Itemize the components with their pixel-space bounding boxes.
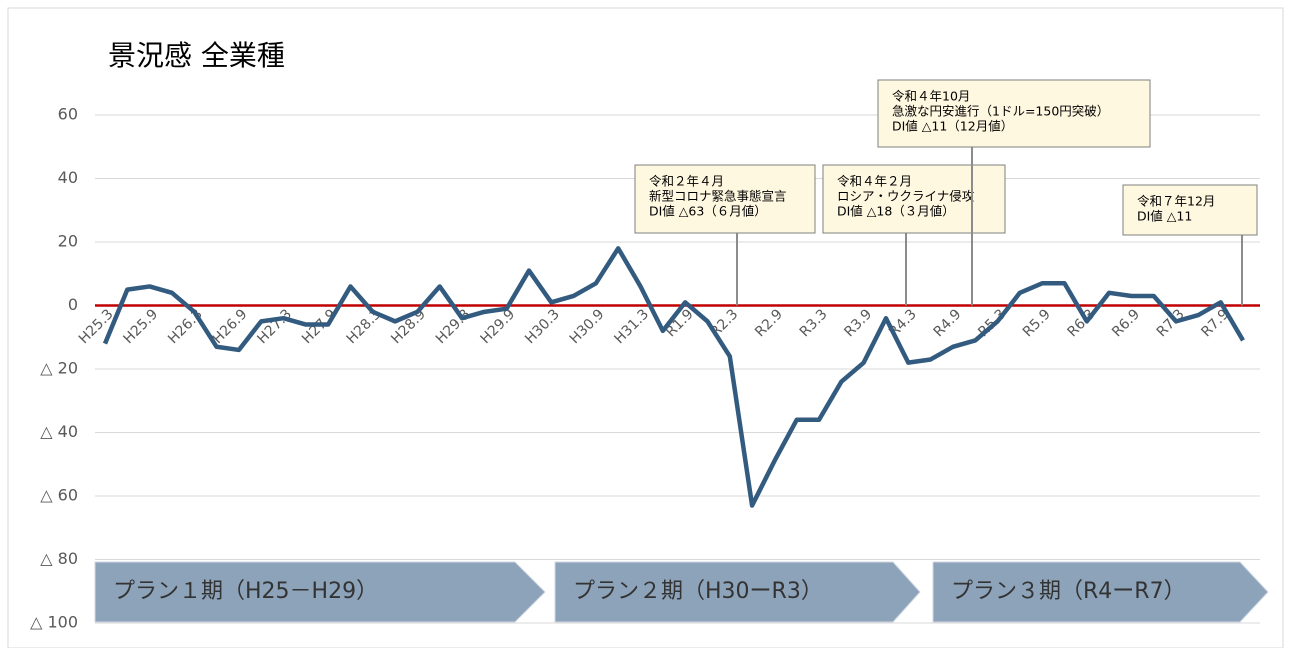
annotation-text: 令和７年12月 (1137, 194, 1215, 209)
annotation-box (634, 164, 816, 234)
annotation-text: 令和２年４月 (649, 174, 724, 189)
annotation-box (822, 164, 1006, 234)
y-tick-label: △ 80 (40, 549, 78, 568)
phase-label: プラン３期（R4ーR7） (951, 579, 1186, 604)
phase-label: プラン１期（H25－H29） (113, 579, 378, 604)
y-tick-label: △ 100 (30, 613, 78, 632)
annotation-box (877, 79, 1151, 148)
y-tick-label: 20 (58, 232, 78, 251)
y-tick-label: △ 20 (40, 359, 78, 378)
y-tick-label: 60 (58, 105, 78, 124)
y-tick-label: △ 60 (40, 486, 78, 505)
annotation-text: DI値 △63（６月値） (649, 204, 767, 219)
annotation-text: 令和４年10月 (892, 89, 970, 104)
annotation-box (1122, 184, 1258, 236)
phase-arrow (554, 561, 921, 623)
chart-title: 景況感 全業種 (108, 39, 285, 72)
annotation-text: ロシア・ウクライナ侵攻 (837, 189, 975, 204)
y-tick-label: △ 40 (40, 422, 78, 441)
y-tick-label: 0 (68, 295, 78, 314)
phase-arrow (94, 561, 546, 623)
annotation-text: DI値 △11 (1137, 209, 1192, 224)
phase-arrow (932, 561, 1269, 623)
annotation-text: 新型コロナ緊急事態宣言 (649, 189, 787, 204)
annotation-text: 急激な円安進行（1ドル=150円突破） (892, 104, 1109, 119)
data-line (102, 246, 1245, 508)
phase-label: プラン２期（H30ーR3） (573, 579, 823, 604)
y-tick-label: 40 (58, 168, 78, 187)
annotation-text: DI値 △11（12月値） (892, 119, 1013, 134)
annotation-text: 令和４年２月 (837, 174, 912, 189)
annotation-text: DI値 △18（３月値） (837, 204, 955, 219)
